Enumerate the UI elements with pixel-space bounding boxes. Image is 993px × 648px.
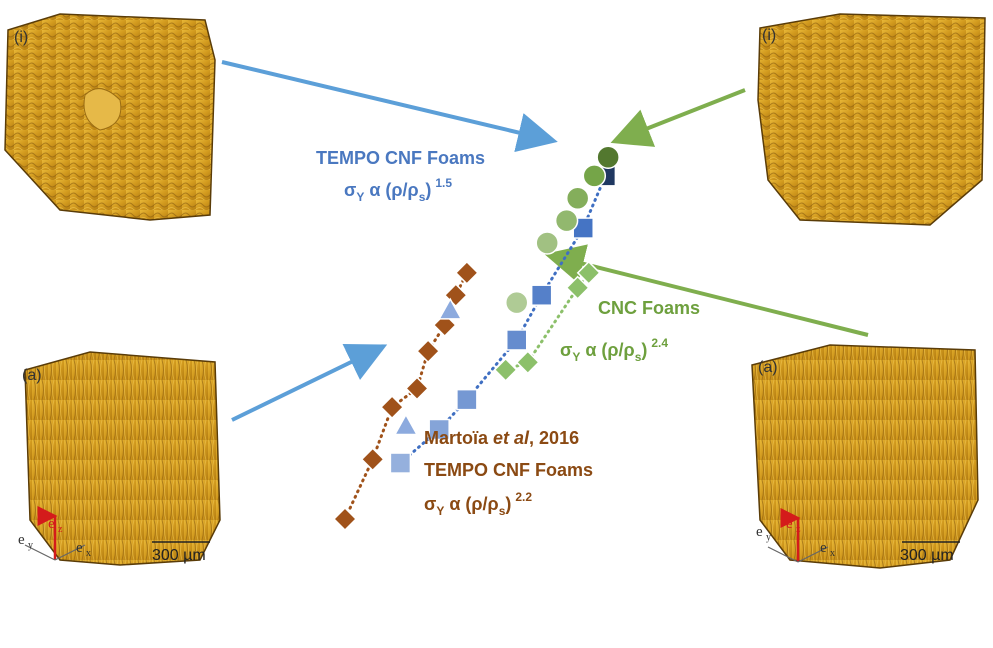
marker-diamond-s3-p7 [454,260,479,285]
cnc-law-rest: α (ρ/ρ [580,340,634,360]
martoia-year: , 2016 [529,428,579,448]
marker-square-s0-p1 [428,418,450,441]
marker-diamond-s2-p1 [515,350,540,375]
marker-diamond-s2-p0 [493,357,518,382]
foam-panel-bottom-left: (a) 300 µm e z e y e x [18,351,221,566]
arrow-bottom-right-to-cnc [544,244,869,337]
martoia-law-sigma: σ [424,494,436,514]
arrow-bottom-left-to-tempo [231,344,388,422]
foam-panel-bottom-right: (a) 300 µm e z e y e x [751,344,979,569]
data-markers [332,145,620,532]
axis-y-line-left [24,544,56,561]
fit-line-series-2 [504,271,591,372]
marker-diamond-s3-p1 [360,447,385,472]
annotation-cnc: CNC Foams σY α (ρ/ρs) 2.4 [560,298,700,364]
martoia-law-rest: α (ρ/ρ [444,494,498,514]
axis-x-sub-right: x [830,548,835,559]
marker-diamond-s3-p2 [380,395,405,420]
panel-label-bottom-right: (a) [758,359,778,376]
tempo-law-close: ) [425,180,431,200]
arrow-top-left-to-tempo [221,60,558,153]
marker-square-s0-p4 [530,284,553,306]
martoia-law-exp: 2.2 [515,490,532,504]
martoia-title: TEMPO CNF Foams [424,460,593,480]
panel-label-top-right: (i) [762,27,776,44]
martoia-etal: et al [493,428,530,448]
axis-y-sub-left: y [28,540,33,551]
cnc-law-sigma: σ [560,340,572,360]
annotation-martoia: Martoïa et al, 2016 TEMPO CNF Foams σY α… [424,428,593,518]
axis-x-label-left: e [76,540,83,556]
marker-circle-s1-p3 [565,186,590,210]
axis-y-line-right [767,546,799,563]
tempo-law-exp: 1.5 [435,176,452,190]
marker-diamond-s3-p0 [332,506,358,532]
marker-diamond-s3-p4 [416,339,441,364]
marker-triangle-s4-p1 [393,413,419,436]
marker-square-s0-p3 [505,329,528,351]
marker-circle-s1-p0 [504,290,529,315]
martoia-citation: Martoïa et al, 2016 [424,428,579,448]
axis-z-label-right: e [786,516,793,532]
marker-diamond-s2-p2 [565,275,590,300]
martoia-law-close: ) [505,494,511,514]
martoia-law-s: s [499,504,506,518]
cnc-law-s: s [635,350,642,364]
martoia-law-sub: Y [436,504,444,518]
axis-y-label-left: e [18,532,25,548]
axis-x-label-right: e [820,540,827,556]
axis-x-line-left [54,544,86,561]
tempo-law-s: s [419,190,426,204]
tempo-title: TEMPO CNF Foams [316,148,485,168]
cnc-title: CNC Foams [598,298,700,318]
axis-y-label-right: e [756,524,763,540]
panel-label-top-left: (i) [14,29,28,46]
axis-z-label-left: e [48,516,55,532]
tempo-law: σY α (ρ/ρs) 1.5 [344,176,452,204]
foam-panel-top-left: (i) [4,13,216,221]
axis-z-sub-right: z [796,524,801,535]
axis-z-sub-left: z [58,524,63,535]
axis-y-sub-right: y [766,532,771,543]
marker-circle-s1-p4 [582,164,607,188]
marker-circle-s1-p2 [554,208,579,233]
cnc-law: σY α (ρ/ρs) 2.4 [560,336,668,364]
cnc-law-exp: 2.4 [651,336,668,350]
axis-x-line-right [797,546,829,563]
cnc-law-close: ) [641,340,647,360]
tempo-law-sub: Y [356,190,364,204]
arrow-top-right-to-cnc [610,88,746,147]
marker-circle-s1-p1 [535,231,559,255]
panel-label-bottom-left: (a) [22,367,42,384]
marker-square-s0-p0 [389,452,412,474]
axis-x-sub-left: x [86,548,91,559]
marker-circle-s1-p5 [596,145,620,169]
scale-label-left: 300 µm [152,547,206,564]
marker-diamond-s3-p3 [404,376,430,401]
tempo-law-sigma: σ [344,180,356,200]
marker-triangle-s4-p0 [437,297,463,320]
foam-panel-top-right: (i) [757,13,986,226]
cnc-law-sub: Y [572,350,580,364]
martoia-law: σY α (ρ/ρs) 2.2 [424,490,532,518]
tempo-law-rest: α (ρ/ρ [364,180,418,200]
martoia-author: Martoïa [424,428,493,448]
annotation-tempo: TEMPO CNF Foams σY α (ρ/ρs) 1.5 [316,148,485,204]
scale-label-right: 300 µm [900,547,954,564]
marker-square-s0-p2 [456,388,478,411]
marker-diamond-s2-p3 [576,260,601,285]
